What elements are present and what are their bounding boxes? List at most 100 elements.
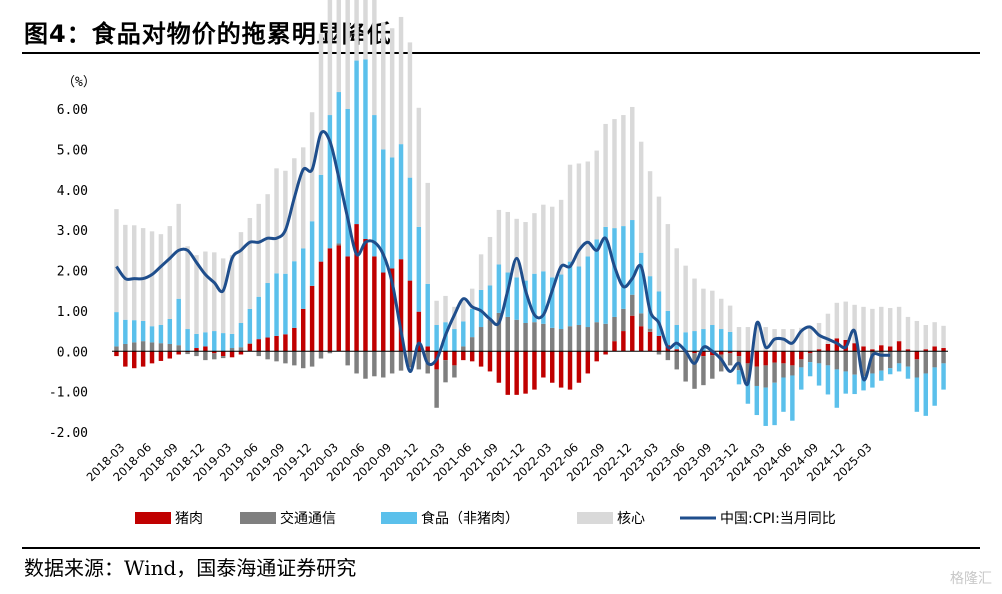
transport-bar [710,355,715,379]
transport-bar [505,316,510,352]
transport-bar [630,294,635,316]
core-bar [594,150,599,240]
transport-bar [496,312,502,352]
core-bar [274,168,279,274]
transport-bar [434,369,439,408]
core-bar [647,171,653,277]
transport-bar [247,343,253,344]
core-bar [514,218,519,278]
core-bar [630,106,635,221]
core-bar [896,306,902,342]
pork-bar [870,349,875,352]
transport-bar [683,351,688,382]
core-bar [505,211,510,273]
core-bar [354,0,359,61]
core-bar [167,226,173,319]
food-bar [327,115,333,249]
transport-bar [381,351,386,378]
core-bar [469,288,475,309]
transport-bar [923,351,928,374]
food-bar [425,283,430,347]
food-bar [674,325,679,350]
food-bar [612,228,617,317]
core-bar [132,225,137,321]
pork-bar [505,351,510,395]
food-bar [167,318,173,344]
core-bar [736,327,742,352]
transport-bar [932,351,937,368]
food-bar [941,363,946,390]
y-tick-label: -1.00 [49,386,88,401]
pork-bar [247,343,253,352]
core-bar [852,304,857,344]
pork-bar [630,315,635,352]
core-bar [665,224,671,311]
pork-bar [167,351,173,359]
pork-bar [318,261,324,352]
pork-bar [363,239,368,352]
transport-bar [914,359,920,378]
pork-bar [149,351,155,364]
pork-bar [532,351,537,390]
y-tick-label: 1.00 [57,305,88,320]
pork-bar [825,343,831,352]
pork-bar [727,351,733,354]
core-bar [923,325,928,350]
transport-bar [603,323,608,352]
y-axis: -2.00 -1.00 0.00 1.00 2.00 3.00 4.00 5.00 6.00 [49,103,88,441]
transport-bar [194,351,199,357]
core-bar [541,204,546,272]
core-bar [745,327,751,352]
food-bar [799,367,804,390]
transport-bar [389,351,395,374]
pork-bar [941,348,946,352]
core-bar [701,288,706,330]
core-bar [389,28,395,158]
pork-bar [576,351,582,383]
core-bar [550,206,555,278]
core-bar [674,248,679,326]
core-bar [478,254,484,290]
y-tick-label: 4.00 [57,184,88,199]
transport-bar [621,308,626,332]
pork-bar [309,285,315,352]
pork-bar [807,351,813,354]
transport-bar [772,362,777,383]
pork-bar [656,335,662,352]
core-bar [114,209,119,313]
core-bar [621,115,626,227]
pork-bar [932,346,937,352]
transport-bar [576,325,582,352]
food-bar [363,59,368,240]
core-bar [425,182,430,284]
food-bar [870,373,875,388]
food-bar [576,266,582,326]
core-bar [790,329,795,352]
transport-bar [825,351,831,366]
pork-bar [567,351,573,390]
food-bar [558,274,564,330]
transport-bar [443,360,448,383]
core-bar [870,308,875,350]
food-bar [736,370,742,385]
transport-bar [327,351,333,354]
title-rule [22,52,980,54]
food-bar [932,367,937,406]
food-bar [727,331,733,352]
core-bar [158,234,164,326]
transport-bar [203,351,208,361]
core-bar [807,327,813,352]
pork-bar [283,334,288,352]
food-bar [914,377,920,412]
transport-bar [354,351,359,374]
transport-bar [843,351,848,372]
pork-bar [905,349,911,352]
food-bar [238,322,244,348]
pork-bar [594,351,599,362]
food-bar [336,92,342,244]
transport-bar [532,322,537,352]
food-bar [834,369,840,408]
food-bar [754,385,760,416]
food-bar [638,252,644,314]
food-bar [434,325,439,352]
